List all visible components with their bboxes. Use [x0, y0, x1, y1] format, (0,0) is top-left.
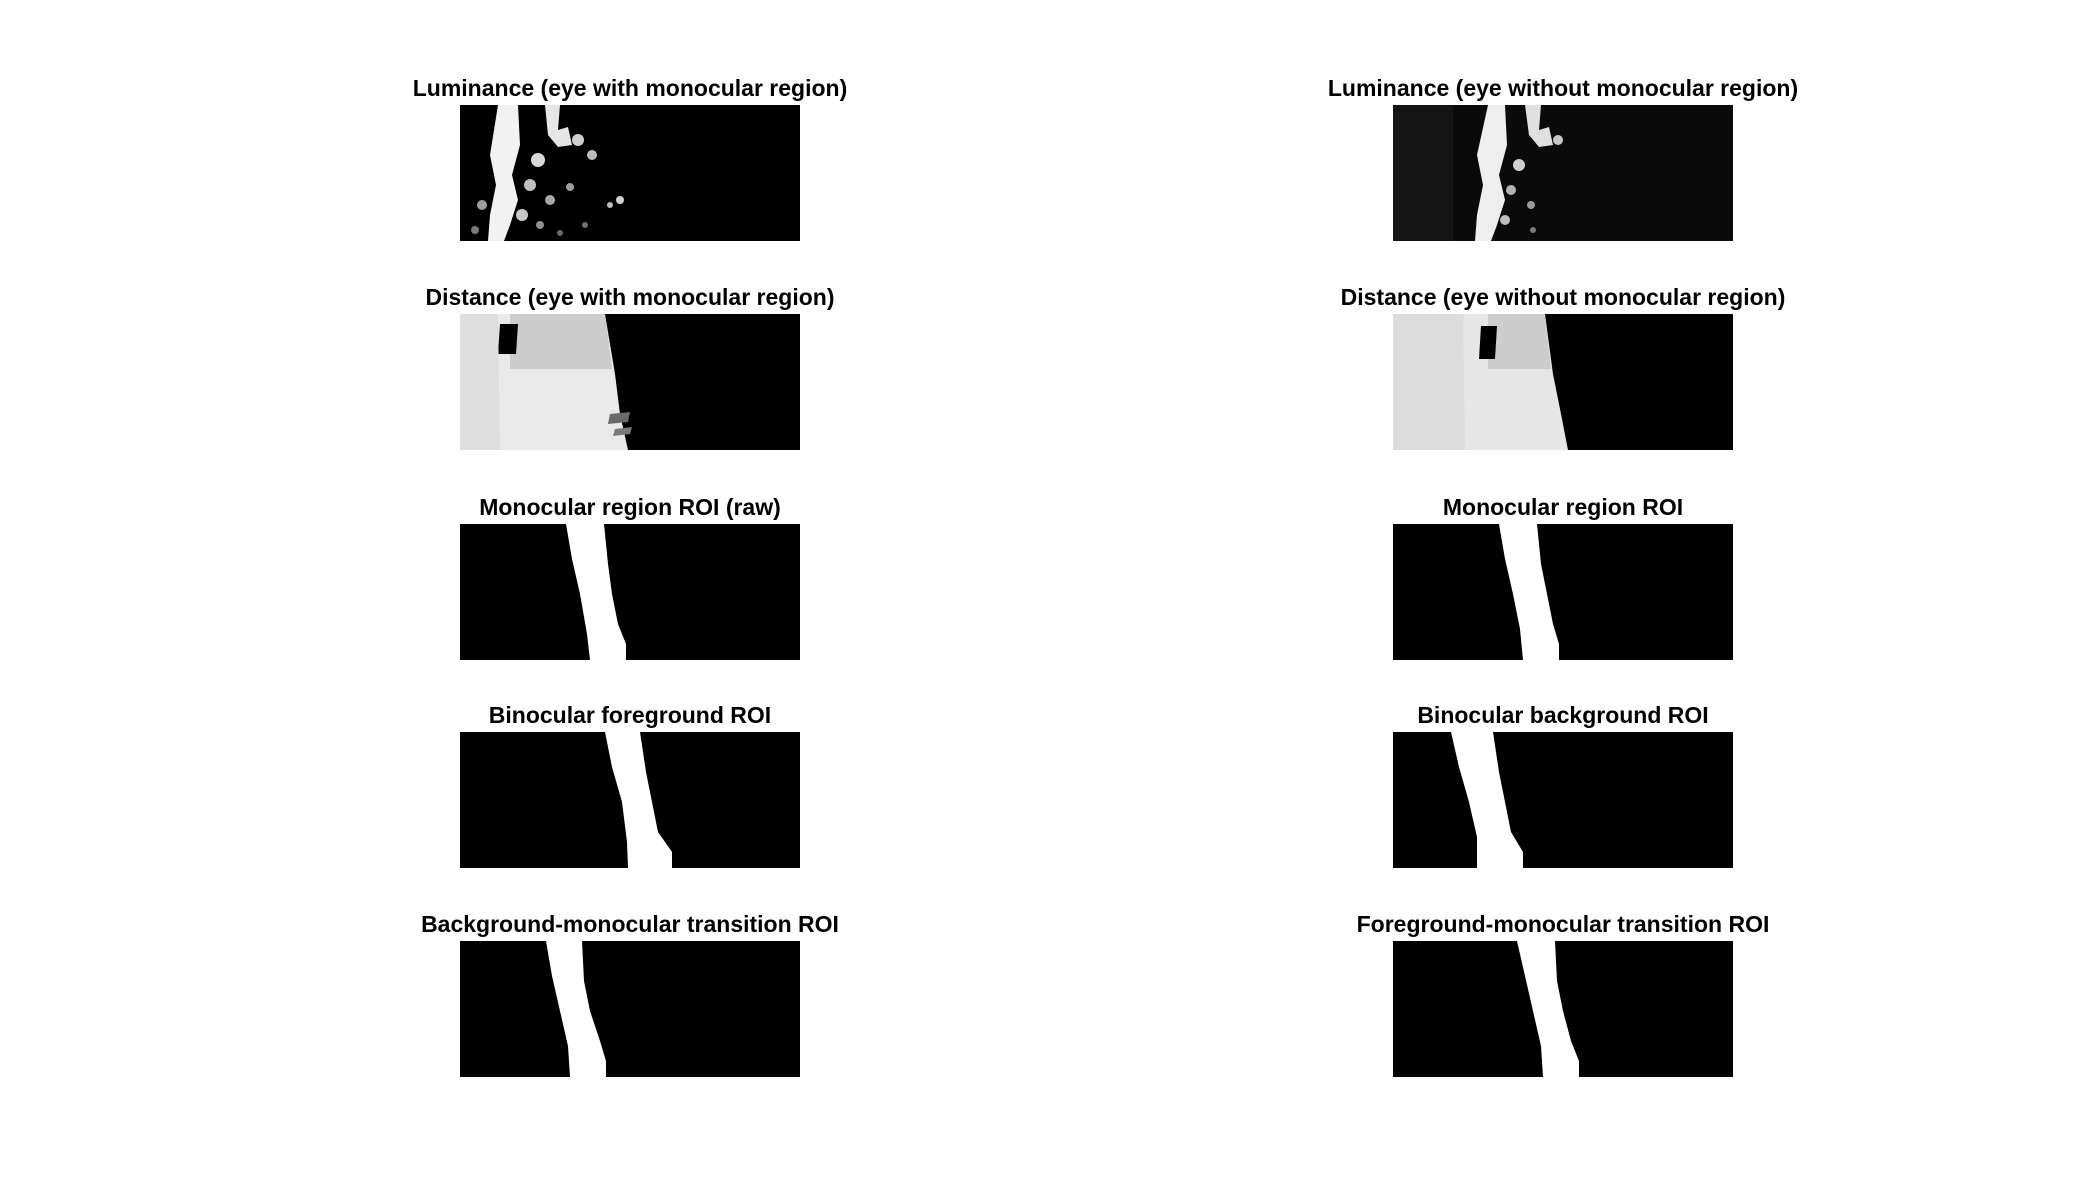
panel-title: Distance (eye without monocular region)	[1340, 284, 1786, 310]
panel-title: Luminance (eye without monocular region)	[1327, 75, 1799, 101]
panel-title: Binocular background ROI	[1417, 702, 1709, 728]
distance-image	[1393, 314, 1733, 450]
panel-title: Background-monocular transition ROI	[421, 911, 839, 937]
luminance-image	[1393, 105, 1733, 241]
panel-title: Binocular foreground ROI	[488, 702, 772, 728]
roi-mask	[460, 941, 800, 1077]
roi-mask	[460, 524, 800, 660]
panel-title: Luminance (eye with monocular region)	[412, 75, 848, 101]
panel-title: Foreground-monocular transition ROI	[1356, 911, 1770, 937]
roi-mask	[1393, 941, 1733, 1077]
roi-mask	[460, 732, 800, 868]
luminance-image	[460, 105, 800, 241]
panel-title: Distance (eye with monocular region)	[425, 284, 835, 310]
panel-title: Monocular region ROI (raw)	[479, 494, 781, 520]
roi-mask	[1393, 524, 1733, 660]
panel-title: Monocular region ROI	[1442, 494, 1684, 520]
roi-mask	[1393, 732, 1733, 868]
distance-image	[460, 314, 800, 450]
